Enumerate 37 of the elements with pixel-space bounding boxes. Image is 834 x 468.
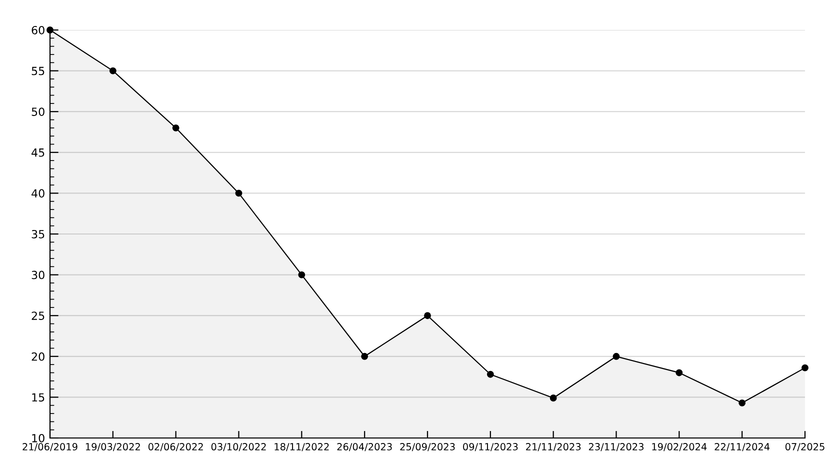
point (550, 394, 557, 402)
y-tick-label: 45 (32, 148, 44, 157)
y-tick-label: 35 (32, 230, 44, 238)
x-tick-label: 23/11/2023 (588, 443, 644, 452)
y-tick-label: 30 (32, 270, 44, 280)
point (109, 67, 116, 74)
y-tick-label: 50 (32, 108, 44, 116)
x-tick-label: 22/11/2024 (714, 443, 770, 452)
x-tick-label: 18/11/2022 (274, 443, 329, 452)
y-tick-label: 40 (32, 189, 44, 198)
x-tick-label: 19/02/2024 (652, 443, 707, 452)
point (424, 312, 431, 320)
y-tick-label: 10 (32, 434, 44, 442)
x-tick-label: 26/04/2023 (337, 443, 392, 452)
x-tick-label: 21/11/2023 (526, 443, 581, 452)
x-tick-label: 21/06/2019 (22, 443, 78, 452)
point (298, 271, 306, 278)
point (612, 352, 620, 360)
point (172, 124, 180, 132)
y-tick-label: 25 (32, 312, 44, 320)
x-tick-label: 02/06/2022 (148, 443, 203, 452)
point (676, 369, 683, 376)
x-tick-label: 03/10/2022 (211, 443, 266, 452)
point (486, 370, 494, 378)
y-tick-label: 55 (32, 66, 44, 76)
point (802, 364, 808, 372)
x-tick-label: 07/2025 (785, 443, 824, 452)
x-tick-label: 19/03/2022 (86, 443, 140, 452)
x-tick-label: 09/11/2023 (463, 443, 518, 452)
point (738, 399, 746, 406)
x-tick-label: 25/09/2023 (400, 443, 455, 452)
point (235, 190, 242, 197)
y-tick-label: 15 (32, 393, 44, 402)
y-tick-label: 60 (32, 26, 44, 34)
point (361, 352, 368, 360)
point (46, 26, 54, 34)
y-tick-label: 20 (32, 352, 44, 361)
